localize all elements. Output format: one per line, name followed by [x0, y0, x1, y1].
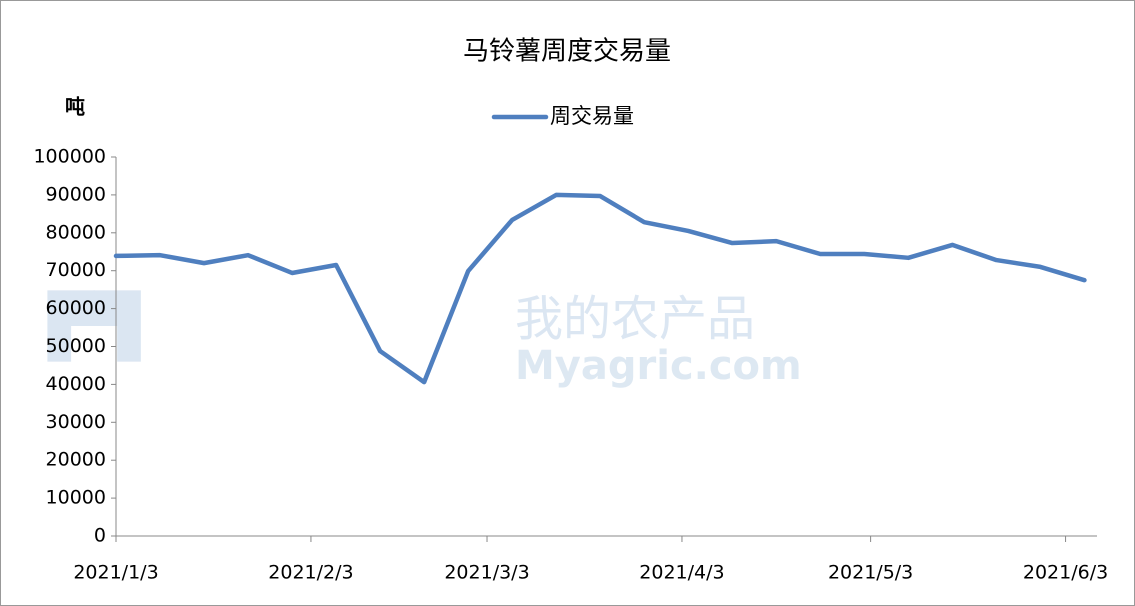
data-line: [113, 192, 1087, 385]
y-tick-label: 0: [94, 525, 106, 547]
y-tick-label: 100000: [33, 146, 106, 168]
legend-label: 周交易量: [550, 104, 634, 128]
y-tick-label: 10000: [46, 487, 106, 509]
x-tick-label: 2021/1/3: [73, 562, 158, 584]
x-tick-label: 2021/3/3: [444, 562, 529, 584]
x-tick-label: 2021/2/3: [268, 562, 353, 584]
x-tick-label: 2021/5/3: [828, 562, 913, 584]
watermark: Myagric.com: [515, 343, 802, 389]
chart-title: 马铃薯周度交易量: [463, 37, 671, 67]
y-tick-label: 20000: [46, 449, 106, 471]
watermark: ▛▜: [47, 290, 141, 363]
watermark: 我的农产品: [515, 291, 755, 347]
y-tick-label: 90000: [46, 183, 106, 205]
y-tick-label: 60000: [46, 297, 106, 319]
y-tick-label: 70000: [46, 259, 106, 281]
y-tick-label: 50000: [46, 335, 106, 357]
y-tick-label: 30000: [46, 411, 106, 433]
y-tick-label: 40000: [46, 373, 106, 395]
x-tick-label: 2021/6/3: [1023, 562, 1108, 584]
x-tick-label: 2021/4/3: [639, 562, 724, 584]
y-axis-label: 吨: [65, 95, 85, 119]
y-tick-label: 80000: [46, 221, 106, 243]
